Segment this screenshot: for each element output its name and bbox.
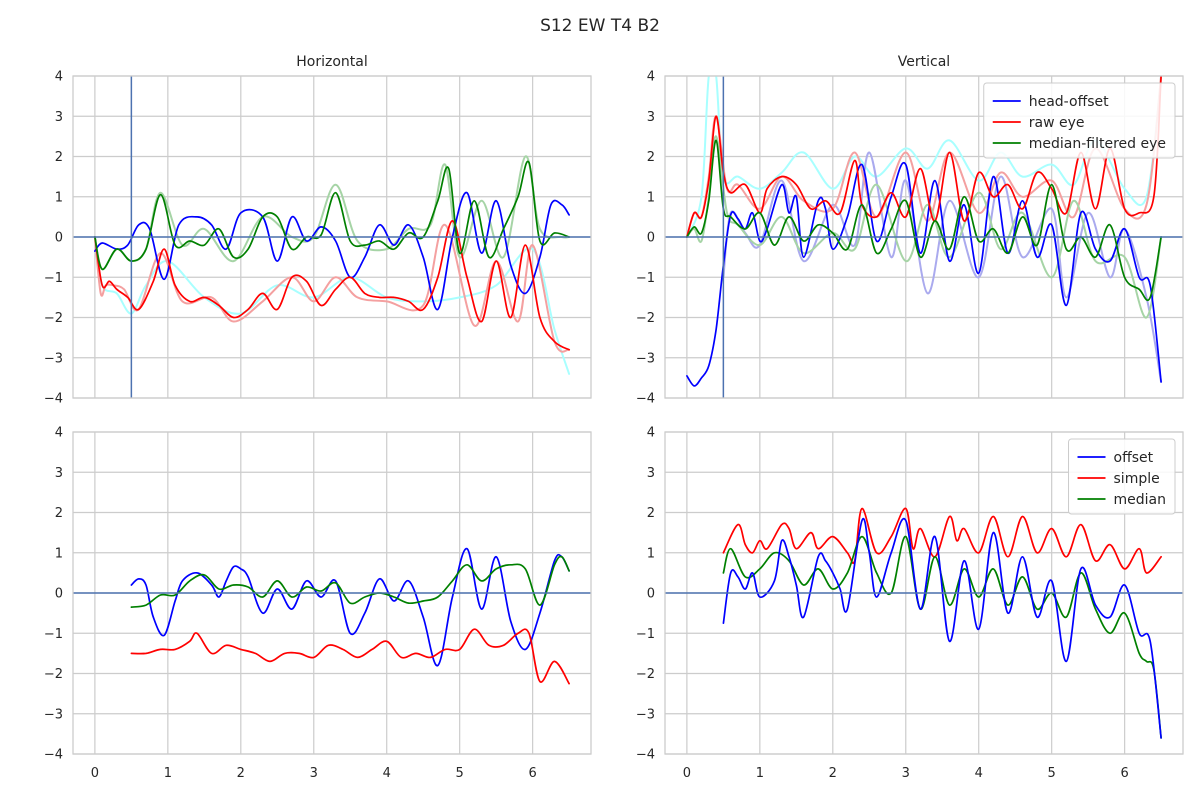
series-line-median <box>722 535 1162 739</box>
legend-box <box>983 82 1176 159</box>
x-tick-label: 1 <box>756 766 764 781</box>
y-tick-label: −3 <box>636 351 655 366</box>
y-tick-label: −2 <box>636 667 655 682</box>
series-line-head <box>94 191 570 311</box>
y-tick-label: 3 <box>647 110 655 125</box>
x-tick-label: 0 <box>91 766 99 781</box>
y-tick-label: 1 <box>647 546 655 561</box>
series-line-head <box>130 547 570 667</box>
y-tick-label: 3 <box>55 110 63 125</box>
y-tick-label: −1 <box>636 627 655 642</box>
y-tick-label: 4 <box>647 70 655 85</box>
x-tick-label: 2 <box>237 766 245 781</box>
y-tick-label: −3 <box>44 707 63 722</box>
y-tick-label: 1 <box>55 190 63 205</box>
y-tick-label: −2 <box>636 311 655 326</box>
plot-area <box>73 547 591 685</box>
series-line-faint_cyan <box>685 76 1163 238</box>
y-tick-label: 1 <box>647 190 655 205</box>
legend-label: offset <box>1114 450 1154 466</box>
panels: −4 −3 −2 −1 0 1 2 3 4 Horizontal −4 −3 −2 −1 0 1 2 3 4 Vert… <box>44 54 1184 781</box>
y-tick-label: 1 <box>55 546 63 561</box>
legend: offset simple median <box>1068 438 1176 515</box>
panel-2: −4 −3 −2 −1 0 1 2 3 4 Vertical head-offset raw eye m… <box>636 54 1184 407</box>
y-tick-label: −1 <box>44 271 63 286</box>
y-tick-label: 3 <box>647 466 655 481</box>
axes-frame <box>664 75 1184 399</box>
series-line-raw <box>686 76 1162 238</box>
y-tick-label: 3 <box>55 466 63 481</box>
panel-title: Vertical <box>898 54 950 70</box>
y-tick-label: −2 <box>44 311 63 326</box>
x-tick-label: 4 <box>975 766 983 781</box>
x-tick-label: 6 <box>1120 766 1128 781</box>
x-tick-label: 4 <box>383 766 391 781</box>
x-tick-label: 3 <box>310 766 318 781</box>
series-line-median <box>686 139 1162 302</box>
plot-area <box>665 76 1183 398</box>
y-tick-label: 4 <box>55 70 63 85</box>
panel-4: −4 −3 −2 −1 0 1 2 3 4 0 1 2 3 4 5 6 offset simple median <box>636 426 1184 781</box>
y-tick-label: 2 <box>55 150 63 165</box>
y-tick-label: 4 <box>55 426 63 441</box>
y-tick-label: −4 <box>636 748 655 763</box>
y-tick-label: −2 <box>44 667 63 682</box>
x-tick-label: 5 <box>1048 766 1056 781</box>
axes-frame <box>72 75 592 399</box>
panel-1: −4 −3 −2 −1 0 1 2 3 4 Horizontal <box>44 54 592 407</box>
x-tick-label: 5 <box>456 766 464 781</box>
legend-label: median-filtered eye <box>1029 136 1166 152</box>
panel-3: −4 −3 −2 −1 0 1 2 3 4 0 1 2 3 4 5 6 <box>44 426 592 781</box>
y-tick-label: 2 <box>647 506 655 521</box>
series-line-head <box>686 161 1162 387</box>
y-tick-label: −4 <box>636 392 655 407</box>
y-tick-label: −3 <box>44 351 63 366</box>
y-tick-label: 0 <box>647 587 655 602</box>
series-line-faint_head <box>722 151 1163 383</box>
legend-label: median <box>1114 492 1166 508</box>
y-tick-label: 0 <box>55 587 63 602</box>
y-tick-label: 0 <box>55 231 63 246</box>
y-tick-label: 2 <box>55 506 63 521</box>
x-tick-label: 1 <box>164 766 172 781</box>
y-tick-label: 2 <box>647 150 655 165</box>
series-line-median <box>94 160 570 271</box>
series-line-faint_raw <box>93 223 571 353</box>
panel-title: Horizontal <box>296 54 367 70</box>
series-line-raw <box>130 628 570 685</box>
series-line-head <box>722 517 1162 739</box>
series-line-faint_median <box>685 135 1163 319</box>
y-tick-label: −4 <box>44 748 63 763</box>
legend-label: raw eye <box>1029 115 1085 131</box>
y-tick-label: −1 <box>44 627 63 642</box>
y-tick-label: 4 <box>647 426 655 441</box>
plot-area <box>73 76 591 398</box>
x-tick-label: 0 <box>683 766 691 781</box>
series-line-raw <box>94 220 570 351</box>
x-tick-label: 3 <box>902 766 910 781</box>
y-tick-label: −3 <box>636 707 655 722</box>
plot-area <box>665 507 1183 739</box>
y-tick-label: −4 <box>44 392 63 407</box>
y-tick-label: 0 <box>647 231 655 246</box>
series-line-median <box>130 555 570 608</box>
series-line-raw <box>722 507 1162 574</box>
legend-label: simple <box>1114 471 1160 487</box>
x-tick-label: 6 <box>528 766 536 781</box>
axes-frame <box>664 431 1184 755</box>
legend-label: head-offset <box>1029 94 1109 110</box>
x-tick-label: 2 <box>829 766 837 781</box>
legend: head-offset raw eye median-filtered eye <box>983 82 1176 159</box>
axes-frame <box>72 431 592 755</box>
y-tick-label: −1 <box>636 271 655 286</box>
figure-suptitle: S12 EW T4 B2 <box>540 16 660 36</box>
